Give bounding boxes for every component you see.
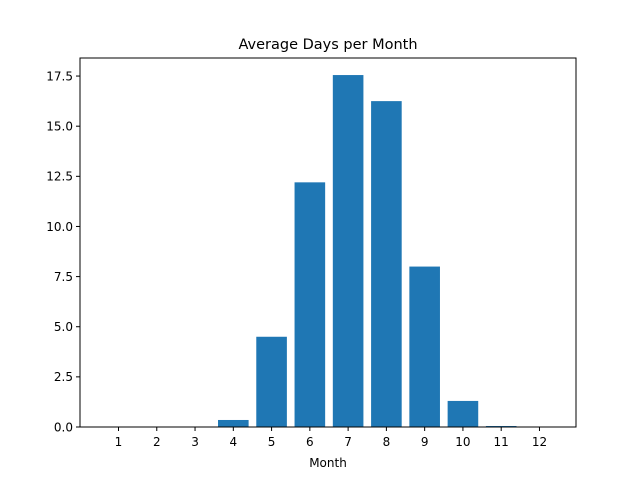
bar-month-7 [332, 75, 364, 428]
bar-month-10 [447, 400, 479, 427]
bar-month-6 [294, 182, 326, 427]
y-tick-label: 2.5 [54, 370, 73, 384]
bar-month-4 [218, 419, 249, 427]
bar-month-9 [409, 266, 440, 427]
bars-group [218, 75, 517, 428]
x-tick-label: 7 [344, 435, 352, 449]
x-tick-label: 4 [229, 435, 237, 449]
y-tick-label: 0.0 [54, 420, 73, 434]
chart-title: Average Days per Month [238, 37, 417, 53]
x-tick-label: 2 [153, 435, 161, 449]
x-tick-label: 6 [306, 435, 314, 449]
y-tick-label: 12.5 [46, 170, 73, 184]
x-axis-label: Month [309, 456, 347, 470]
x-tick-label: 9 [421, 435, 429, 449]
bar-month-5 [256, 336, 287, 427]
x-axis-ticks: 1 2 3 4 5 6 7 8 9 10 11 12 [115, 427, 547, 449]
y-axis-ticks: 0.0 2.5 5.0 7.5 10.0 12.5 15.0 17.5 [46, 69, 80, 434]
x-tick-label: 12 [532, 435, 547, 449]
y-tick-label: 7.5 [54, 270, 73, 284]
x-tick-label: 3 [191, 435, 199, 449]
x-tick-label: 11 [494, 435, 509, 449]
x-tick-label: 10 [455, 435, 470, 449]
x-tick-label: 8 [383, 435, 391, 449]
y-tick-label: 15.0 [46, 119, 73, 133]
bar-month-8 [371, 101, 402, 428]
y-tick-label: 17.5 [46, 69, 73, 83]
y-tick-label: 5.0 [54, 320, 73, 334]
x-tick-label: 5 [268, 435, 276, 449]
y-tick-label: 10.0 [46, 220, 73, 234]
plot-frame [79, 57, 577, 428]
x-tick-label: 1 [115, 435, 123, 449]
